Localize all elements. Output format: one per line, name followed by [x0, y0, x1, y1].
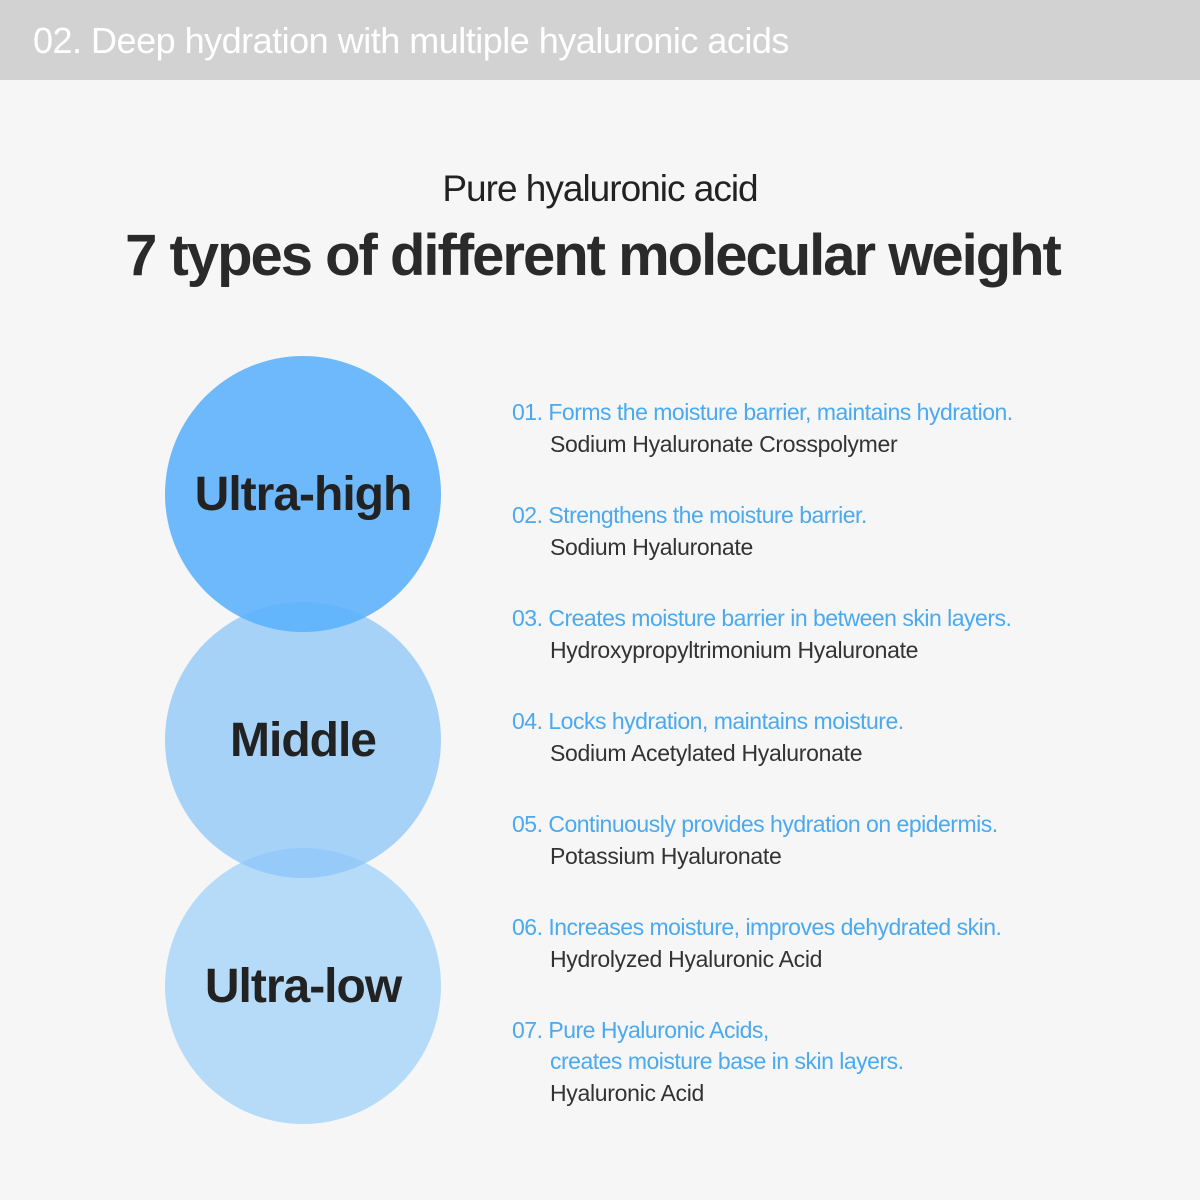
circle-ultra-low: Ultra-low	[165, 848, 441, 1124]
circle-label: Ultra-low	[204, 959, 402, 1013]
list-item: 04. Locks hydration, maintains moisture.…	[512, 706, 1172, 809]
page-title: 7 types of different molecular weight	[125, 223, 1062, 288]
ingredient: Sodium Acetylated Hyaluronate	[550, 740, 863, 766]
benefit-continued: creates moisture base in skin layers.	[550, 1048, 904, 1074]
list-item: 06. Increases moisture, improves dehydra…	[512, 912, 1172, 1015]
banner-title: 02. Deep hydration with multiple hyaluro…	[33, 20, 789, 61]
benefit: 04. Locks hydration, maintains moisture.	[512, 708, 904, 734]
benefit: 01. Forms the moisture barrier, maintain…	[512, 399, 1013, 425]
subtitle: Pure hyaluronic acid	[442, 168, 758, 209]
benefit: 06. Increases moisture, improves dehydra…	[512, 914, 1002, 940]
list-item: 01. Forms the moisture barrier, maintain…	[512, 397, 1172, 500]
ingredient: Sodium Hyaluronate Crosspolymer	[550, 431, 898, 457]
list-item: 02. Strengthens the moisture barrier. Sod…	[512, 500, 1172, 603]
list-item: 07. Pure Hyaluronic Acids, creates moistu…	[512, 1015, 1172, 1118]
benefit: 07. Pure Hyaluronic Acids,	[512, 1017, 769, 1043]
list-item: 03. Creates moisture barrier in between …	[512, 603, 1172, 706]
ingredient: Sodium Hyaluronate	[550, 534, 753, 560]
ingredient: Potassium Hyaluronate	[550, 843, 782, 869]
circle-middle: Middle	[165, 602, 441, 878]
ingredient: Hyaluronic Acid	[550, 1080, 705, 1106]
ingredient: Hydrolyzed Hyaluronic Acid	[550, 946, 823, 972]
circle-label: Middle	[230, 713, 377, 767]
banner: 02. Deep hydration with multiple hyaluro…	[0, 0, 1200, 80]
benefit: 03. Creates moisture barrier in between …	[512, 605, 1012, 631]
benefit: 05. Continuously provides hydration on e…	[512, 811, 998, 837]
circle-ultra-high: Ultra-high	[165, 356, 441, 632]
circle-label: Ultra-high	[194, 467, 413, 521]
list-item: 05. Continuously provides hydration on e…	[512, 809, 1172, 912]
ingredient-list: 01. Forms the moisture barrier, maintain…	[512, 397, 1172, 1118]
benefit: 02. Strengthens the moisture barrier.	[512, 502, 867, 528]
ingredient: Hydroxypropyltrimonium Hyaluronate	[550, 637, 919, 663]
